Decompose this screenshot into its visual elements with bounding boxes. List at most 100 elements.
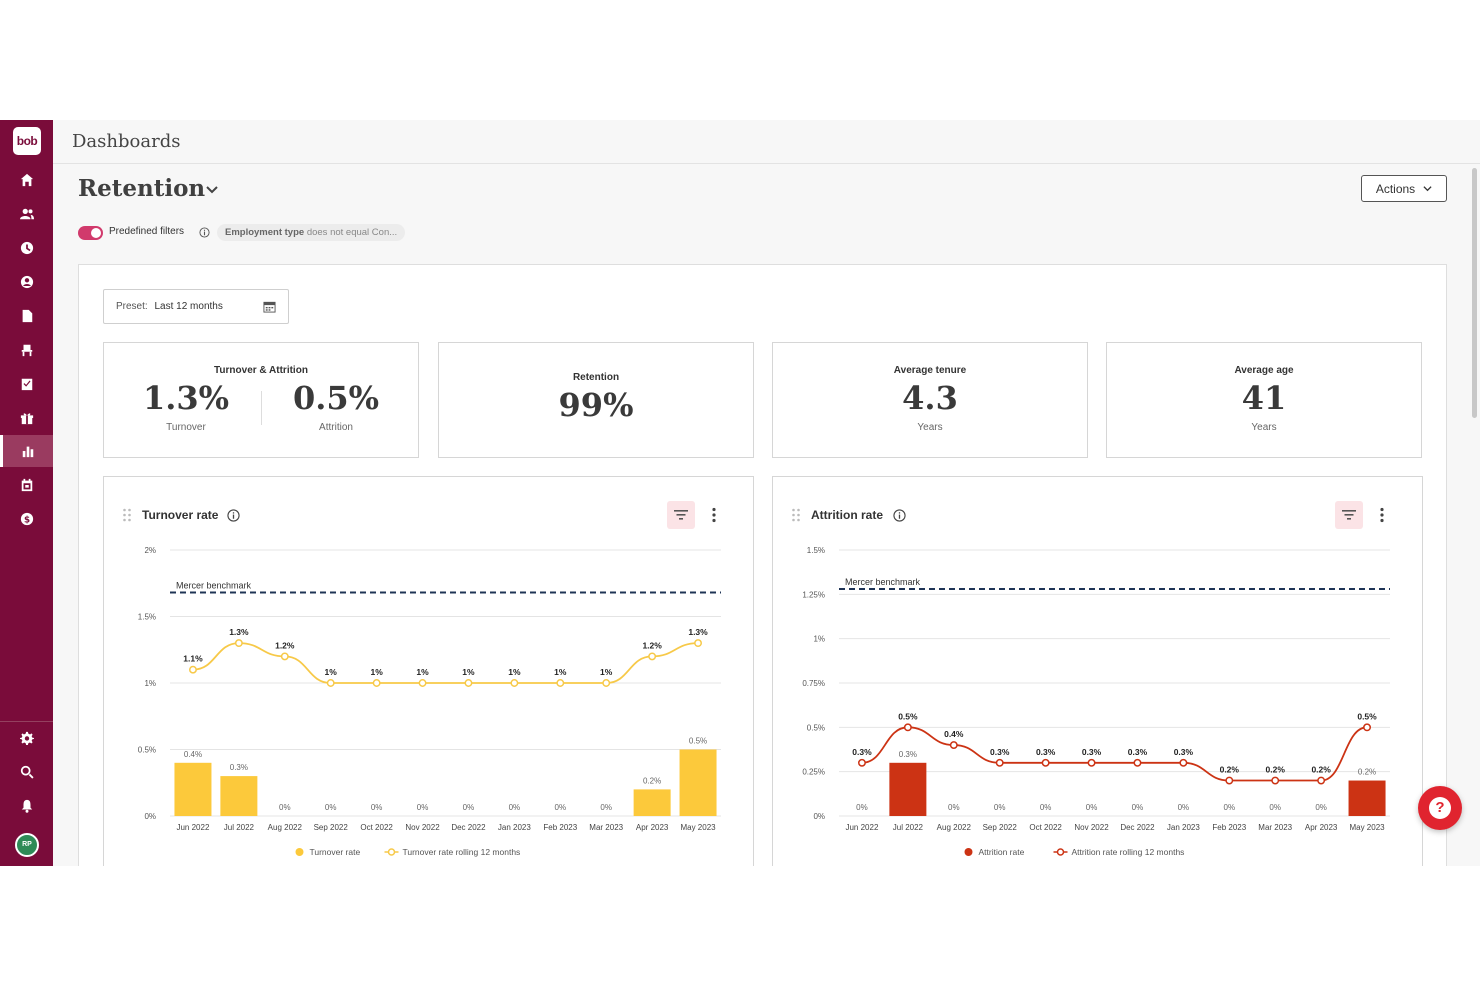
legend-bar-marker <box>964 848 973 856</box>
line-point <box>995 758 1004 767</box>
x-tick-label: Feb 2023 <box>543 823 577 832</box>
line-point <box>648 652 657 661</box>
rolling-line <box>192 642 699 684</box>
bell-icon[interactable] <box>0 790 53 822</box>
line-point <box>464 679 473 687</box>
y-tick-label: 1% <box>813 635 825 644</box>
info-icon[interactable] <box>199 227 210 238</box>
legend-line-label: Attrition rate rolling 12 months <box>1072 847 1185 857</box>
chart-title: Attrition rate <box>811 508 883 522</box>
calendar-icon[interactable] <box>0 469 53 501</box>
y-tick-label: 1.5% <box>138 613 156 622</box>
app-frame: bob $ RP <box>0 120 1480 866</box>
line-point <box>694 639 702 648</box>
bar-data-label: 0% <box>555 803 567 812</box>
kpi-tenure-unit: Years <box>917 422 943 433</box>
predefined-filters-toggle[interactable] <box>78 226 103 240</box>
x-tick-label: Jul 2022 <box>893 823 924 832</box>
more-options-icon[interactable] <box>711 507 717 523</box>
x-tick-label: Jun 2022 <box>845 823 878 832</box>
info-icon[interactable] <box>893 509 906 522</box>
search-icon[interactable] <box>0 756 53 788</box>
filter-chip[interactable]: Employment type does not equal Con... <box>217 224 406 241</box>
bar-data-label: 0% <box>948 803 960 812</box>
line-data-label: 1% <box>462 667 475 677</box>
bob-logo[interactable]: bob <box>13 127 41 155</box>
benchmark-label: Mercer benchmark <box>845 577 921 587</box>
attrition-rate-chart: 0% 0.25% 0.5% 0.75% 1% 1.25% 1.5% Mercer benchm… <box>802 546 1390 857</box>
kpi-average-age[interactable]: Average age 41 Years <box>1106 342 1422 458</box>
line-data-label: 0.3% <box>1036 747 1056 757</box>
y-tick-label: 1.25% <box>802 590 825 599</box>
kpi-title: Average age <box>1234 365 1294 376</box>
home-icon[interactable] <box>0 164 53 196</box>
user-circle-icon[interactable] <box>0 266 53 298</box>
legend-bar-marker <box>295 848 304 856</box>
bar <box>679 749 717 816</box>
line-data-label: 0.3% <box>990 747 1010 757</box>
filter-chip-field: Employment type <box>225 227 305 238</box>
line-data-label: 1.1% <box>183 654 203 664</box>
chevron-down-icon[interactable] <box>205 183 219 197</box>
help-button[interactable]: ? <box>1418 786 1462 830</box>
line-point <box>418 679 427 687</box>
scrollbar[interactable] <box>1472 168 1477 418</box>
kpi-turnover-label: Turnover <box>166 422 206 433</box>
line-data-label: 0.3% <box>1082 747 1102 757</box>
actions-button[interactable]: Actions <box>1361 175 1447 202</box>
desk-chair-icon[interactable] <box>0 334 53 366</box>
info-icon[interactable] <box>227 509 240 522</box>
kpi-average-tenure[interactable]: Average tenure 4.3 Years <box>772 342 1088 458</box>
y-tick-label: 1% <box>144 679 156 688</box>
filter-icon <box>674 510 688 520</box>
kpi-age-value: 41 <box>1241 379 1287 417</box>
avatar[interactable]: RP <box>15 833 39 857</box>
page-title[interactable]: Retention <box>78 175 206 202</box>
chart-filter-button[interactable] <box>667 501 695 529</box>
sidebar-divider <box>0 721 53 722</box>
line-data-label: 1% <box>554 667 567 677</box>
bar-data-label: 0% <box>856 803 868 812</box>
x-tick-label: Mar 2023 <box>1258 823 1292 832</box>
line-point <box>903 723 912 732</box>
bar-data-label: 0% <box>371 803 383 812</box>
document-icon[interactable] <box>0 300 53 332</box>
gift-icon[interactable] <box>0 402 53 434</box>
line-data-label: 0.3% <box>852 747 872 757</box>
y-tick-label: 0.5% <box>807 723 825 732</box>
line-point <box>189 665 197 674</box>
line-data-label: 1.3% <box>229 627 249 637</box>
kpi-separator <box>261 391 262 425</box>
chart-filter-button[interactable] <box>1335 501 1363 529</box>
gear-icon[interactable] <box>0 722 53 754</box>
bar <box>220 776 258 816</box>
line-data-label: 0.2% <box>1311 765 1331 775</box>
checklist-icon[interactable] <box>0 368 53 400</box>
preset-date-picker[interactable]: Preset: Last 12 months <box>103 289 289 324</box>
y-tick-label: 0% <box>813 812 825 821</box>
svg-text:$: $ <box>23 516 29 526</box>
kpi-retention[interactable]: Retention 99% <box>438 342 754 458</box>
x-tick-label: Jun 2022 <box>176 823 209 832</box>
line-data-label: 1.2% <box>642 640 662 650</box>
clock-icon[interactable] <box>0 232 53 264</box>
bar-data-label: 0% <box>463 803 475 812</box>
bar-data-label: 0% <box>325 803 337 812</box>
bar-chart-icon[interactable] <box>0 435 53 467</box>
kpi-turnover-attrition[interactable]: Turnover & Attrition 1.3% Turnover 0.5% … <box>103 342 419 458</box>
x-tick-label: Nov 2022 <box>405 823 440 832</box>
more-options-icon[interactable] <box>1379 507 1385 523</box>
bar <box>889 762 927 816</box>
x-tick-label: Oct 2022 <box>1029 823 1062 832</box>
line-point <box>1271 776 1280 785</box>
line-point <box>1087 758 1096 767</box>
drag-handle-icon[interactable] <box>791 508 801 522</box>
bar-data-label: 0% <box>994 803 1006 812</box>
dollar-icon[interactable]: $ <box>0 503 53 535</box>
drag-handle-icon[interactable] <box>122 508 132 522</box>
bar-data-label: 0.3% <box>230 763 248 772</box>
sidebar: bob $ RP <box>0 120 53 866</box>
legend-line-point <box>1056 848 1065 856</box>
people-icon[interactable] <box>0 198 53 230</box>
preset-label: Preset: <box>116 301 148 312</box>
